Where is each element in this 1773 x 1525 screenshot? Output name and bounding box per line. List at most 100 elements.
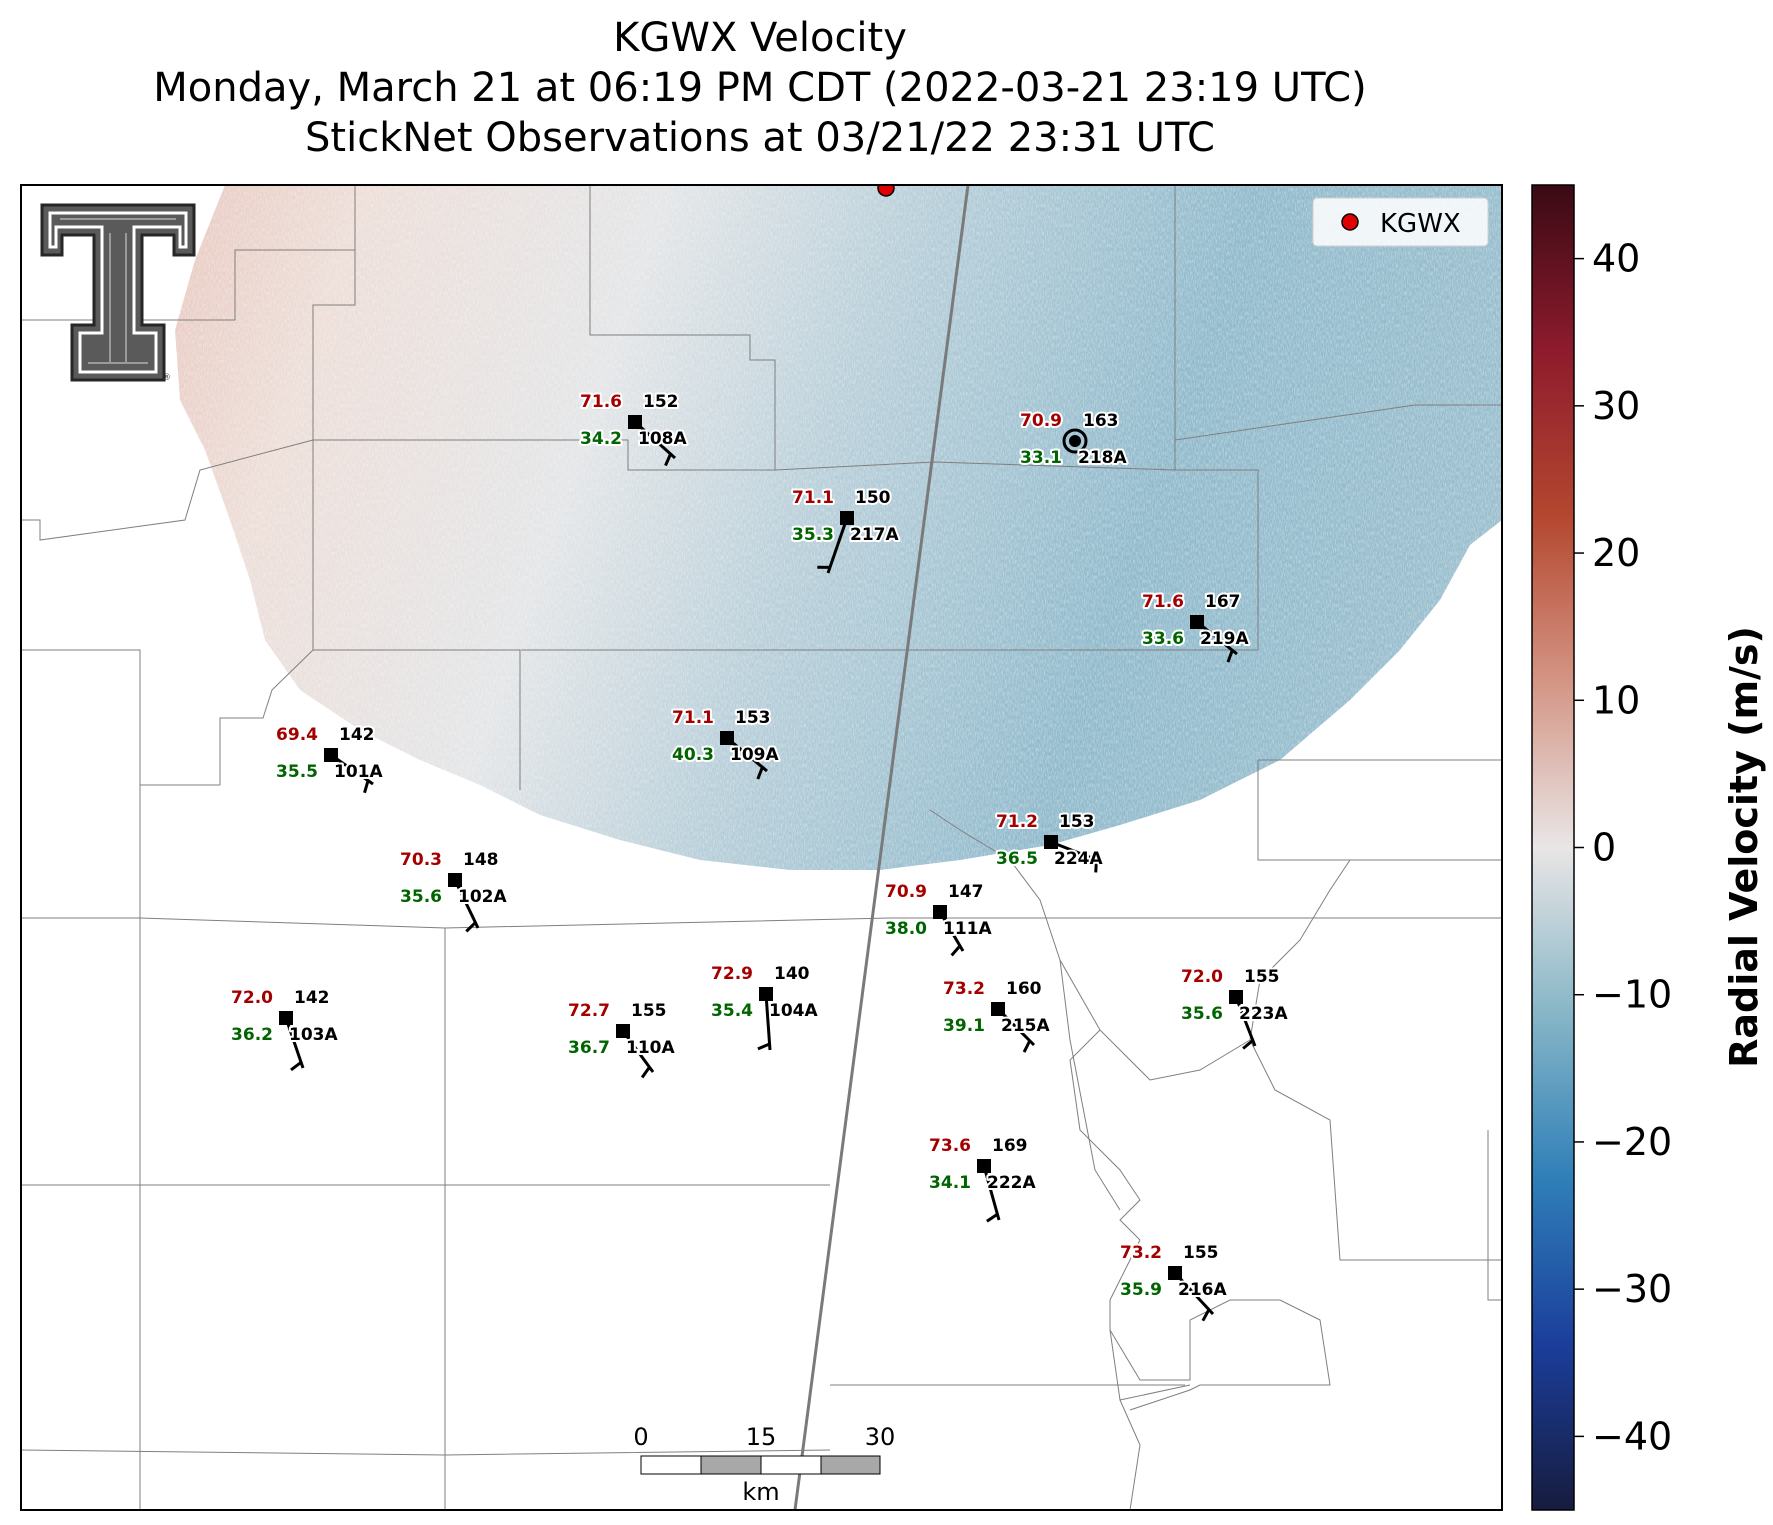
wind-barb-feather xyxy=(363,780,370,794)
scale-unit: km xyxy=(742,1478,779,1506)
station-111A[interactable]: 70.9 147 38.0 111A xyxy=(883,880,994,957)
wind-barb-feather xyxy=(465,921,477,933)
wind-barb-staff xyxy=(1234,996,1257,1047)
station-id: 222A xyxy=(987,1173,1036,1193)
wind-barb-feather xyxy=(1201,1308,1211,1322)
wind-barb-feather xyxy=(1226,649,1234,663)
station-temperature: 70.9 xyxy=(885,882,927,902)
station-110A[interactable]: 72.7 155 36.7 110A xyxy=(566,999,677,1079)
wind-barb-feather xyxy=(1094,859,1098,873)
colorbar-tick-label: 40 xyxy=(1592,237,1640,281)
station-id: 110A xyxy=(626,1038,675,1058)
kgwx-radar-site-marker xyxy=(877,185,895,197)
station-marker xyxy=(628,415,642,429)
station-id: 215A xyxy=(1001,1016,1050,1036)
station-id: 219A xyxy=(1200,629,1249,649)
station-dewpoint: 35.9 xyxy=(1120,1280,1162,1300)
station-pressure: 152 xyxy=(643,392,679,412)
station-temperature: 71.1 xyxy=(672,708,714,728)
station-marker xyxy=(759,987,773,1001)
station-223A[interactable]: 72.0 155 35.6 223A xyxy=(1179,965,1290,1050)
colorbar-gradient xyxy=(1531,184,1575,1511)
map-area: ® KGWX 0 15 30 km 71.6 152 34.2 108A 70.9 163… xyxy=(21,185,1502,1510)
station-id: 103A xyxy=(289,1025,338,1045)
wind-barb-feather xyxy=(757,1042,771,1051)
texas-tech-logo: ® xyxy=(40,203,196,383)
station-marker xyxy=(324,748,338,762)
station-temperature: 69.4 xyxy=(276,725,318,745)
colorbar-tick-label: 10 xyxy=(1592,678,1640,722)
station-marker xyxy=(1229,990,1243,1004)
station-marker xyxy=(1190,615,1204,629)
station-pressure: 153 xyxy=(1059,812,1095,832)
station-217A[interactable]: 71.1 150 35.3 217A xyxy=(790,486,901,574)
station-dewpoint: 38.0 xyxy=(885,919,927,939)
colorbar-tick-label: −10 xyxy=(1592,973,1672,1017)
station-109A[interactable]: 71.1 153 40.3 109A xyxy=(670,706,781,780)
colorbar-tick-label: −40 xyxy=(1592,1414,1672,1458)
station-dewpoint: 35.6 xyxy=(1181,1004,1223,1024)
legend-marker xyxy=(1341,213,1359,231)
wind-barb-staff xyxy=(826,517,849,574)
station-dewpoint: 35.4 xyxy=(711,1001,753,1021)
wind-barb-staff xyxy=(284,1017,305,1069)
calm-wind-circle xyxy=(1062,428,1088,454)
station-dewpoint: 34.1 xyxy=(929,1173,971,1193)
station-pressure: 142 xyxy=(294,988,330,1008)
station-temperature: 71.2 xyxy=(996,812,1038,832)
station-102A[interactable]: 70.3 148 35.6 102A xyxy=(398,848,509,933)
station-id: 224A xyxy=(1054,849,1103,869)
station-id: 104A xyxy=(769,1001,818,1021)
station-dewpoint: 33.6 xyxy=(1142,629,1184,649)
station-temperature: 72.0 xyxy=(1181,967,1223,987)
station-104A[interactable]: 72.9 140 35.4 104A xyxy=(709,962,820,1051)
station-temperature: 71.1 xyxy=(792,488,834,508)
county-borders xyxy=(21,185,1502,1510)
logo-registered-mark: ® xyxy=(162,373,171,383)
station-id: 102A xyxy=(458,887,507,907)
colorbar-tick-label: 30 xyxy=(1592,384,1640,428)
wind-barb-feather xyxy=(1022,1040,1032,1053)
station-pressure: 142 xyxy=(339,725,375,745)
wind-barb-feather xyxy=(756,766,764,780)
scale-tick-0: 0 xyxy=(633,1423,648,1451)
station-224A[interactable]: 71.2 153 36.5 224A xyxy=(994,810,1105,873)
map-frame xyxy=(20,184,1503,1511)
station-id: 111A xyxy=(943,919,992,939)
scale-tick-15: 15 xyxy=(746,1423,777,1451)
station-marker xyxy=(720,731,734,745)
station-temperature: 70.3 xyxy=(400,850,442,870)
station-219A[interactable]: 71.6 167 33.6 219A xyxy=(1140,590,1251,663)
wind-barb-feather xyxy=(1242,1039,1254,1050)
station-temperature: 71.6 xyxy=(1142,592,1184,612)
station-dewpoint: 36.5 xyxy=(996,849,1038,869)
colorbar-tick-label: 0 xyxy=(1592,826,1616,870)
station-dewpoint: 36.7 xyxy=(568,1038,610,1058)
station-222A[interactable]: 73.6 169 34.1 222A xyxy=(927,1134,1038,1223)
station-216A[interactable]: 73.2 155 35.9 216A xyxy=(1118,1241,1229,1322)
station-marker xyxy=(279,1011,293,1025)
station-dewpoint: 35.5 xyxy=(276,762,318,782)
colorbar-tick-label: −20 xyxy=(1592,1120,1672,1164)
wind-barb-feather xyxy=(290,1061,302,1072)
wind-barb-staff xyxy=(982,1165,1001,1221)
station-dewpoint: 36.2 xyxy=(231,1025,273,1045)
station-218A[interactable]: 70.9 163 33.1 218A xyxy=(1018,409,1129,470)
station-id: 218A xyxy=(1078,448,1127,468)
station-108A[interactable]: 71.6 152 34.2 108A xyxy=(578,390,689,467)
station-temperature: 73.2 xyxy=(943,979,985,999)
colorbar: 40 30 20 10 0 −10 −20 −30 −40 Radial Velocity (m… xyxy=(1531,184,1766,1511)
scale-tick-30: 30 xyxy=(865,1423,896,1451)
station-215A[interactable]: 73.2 160 39.1 215A xyxy=(941,977,1052,1053)
station-marker xyxy=(1044,835,1058,849)
station-pressure: 160 xyxy=(1006,979,1042,999)
station-marker xyxy=(977,1159,991,1173)
station-101A[interactable]: 69.4 142 35.5 101A xyxy=(274,723,385,794)
title-line-1: KGWX Velocity xyxy=(613,15,907,61)
title-line-3: StickNet Observations at 03/21/22 23:31 … xyxy=(305,115,1215,161)
colorbar-tick-label: −30 xyxy=(1592,1267,1672,1311)
station-103A[interactable]: 72.0 142 36.2 103A xyxy=(229,986,340,1072)
station-dewpoint: 40.3 xyxy=(672,745,714,765)
station-temperature: 72.7 xyxy=(568,1001,610,1021)
